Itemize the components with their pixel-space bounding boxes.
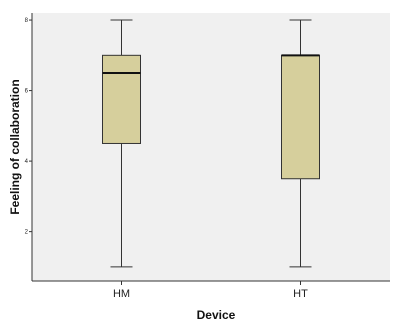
- y-tick-label: 2: [25, 230, 29, 236]
- y-tick-label: 6: [25, 89, 29, 95]
- x-tick-label: HM: [113, 288, 130, 300]
- y-axis-title: Feeling of collaboration: [8, 79, 22, 214]
- y-tick-label: 4: [25, 159, 29, 165]
- ticks-layer: 2 4 6 8 HM HT: [25, 18, 308, 300]
- box-ht: [281, 19, 320, 268]
- boxes-layer: [102, 19, 320, 268]
- y-tick-label: 8: [25, 18, 29, 24]
- axes-layer: [31, 13, 390, 282]
- iqr-box: [281, 54, 320, 180]
- x-tick-label: HT: [293, 288, 308, 300]
- plot-area: [32, 13, 390, 281]
- x-axis-title: Device: [197, 308, 236, 322]
- box-hm: [102, 19, 141, 268]
- iqr-box: [102, 54, 141, 144]
